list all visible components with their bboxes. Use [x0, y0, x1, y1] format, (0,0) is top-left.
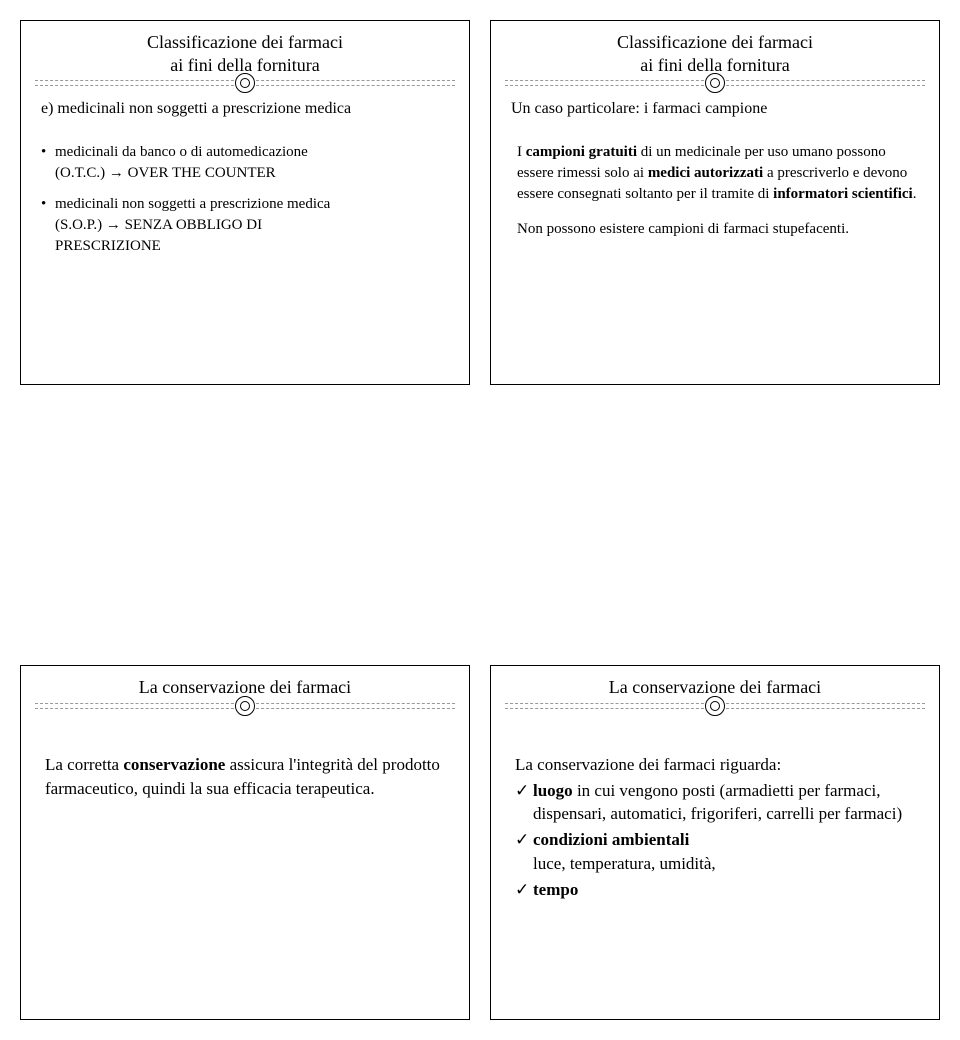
content-block: La conservazione dei farmaci riguarda: l…: [515, 753, 925, 902]
slide-top-right: Classificazione dei farmaci ai fini dell…: [490, 20, 940, 385]
bold-text: campioni gratuiti: [526, 144, 637, 160]
check-item: condizioni ambientali: [515, 828, 925, 852]
bold-text: conservazione: [123, 755, 225, 774]
item-text: (S.O.P.) → SENZA OBBLIGO DI: [55, 217, 262, 233]
slide-subtitle: Un caso particolare: i farmaci campione: [511, 100, 925, 118]
paragraph: I campioni gratuiti di un medicinale per…: [517, 142, 925, 205]
list-item: medicinali non soggetti a prescrizione m…: [41, 194, 455, 257]
bold-text: medici autorizzati: [648, 165, 763, 181]
check-item: tempo: [515, 878, 925, 902]
text: .: [913, 186, 917, 202]
bold-text: tempo: [533, 880, 578, 899]
title-divider: [505, 703, 925, 709]
item-text: PRESCRIZIONE: [55, 238, 161, 254]
intro-text: La conservazione dei farmaci riguarda:: [515, 755, 781, 774]
check-list: luogo in cui vengono posti (armadietti p…: [515, 779, 925, 852]
check-item: luogo in cui vengono posti (armadietti p…: [515, 779, 925, 827]
text: La corretta: [45, 755, 123, 774]
text: Non possono esistere campioni di farmaci…: [517, 221, 849, 237]
bold-text: informatori scientifici: [773, 186, 913, 202]
slide-top-left: Classificazione dei farmaci ai fini dell…: [20, 20, 470, 385]
paragraph: Non possono esistere campioni di farmaci…: [517, 219, 925, 240]
title-divider: [35, 703, 455, 709]
slide-subtitle: e) medicinali non soggetti a prescrizion…: [41, 100, 455, 118]
text: luce, temperatura, umidità,: [515, 852, 925, 876]
title-divider: [35, 80, 455, 86]
item-text: (O.T.C.) → OVER THE COUNTER: [55, 165, 276, 181]
text: I: [517, 144, 526, 160]
bold-text: condizioni ambientali: [533, 830, 689, 849]
title-divider: [505, 80, 925, 86]
list-item: medicinali da banco o di automedicazione…: [41, 142, 455, 184]
slide-title: Classificazione dei farmaci ai fini dell…: [505, 31, 925, 76]
text: in cui vengono posti (armadietti per far…: [533, 781, 902, 824]
bullet-list: medicinali da banco o di automedicazione…: [41, 142, 455, 257]
bold-text: luogo: [533, 781, 573, 800]
paragraph: La corretta conservazione assicura l'int…: [45, 753, 455, 801]
item-text: medicinali da banco o di automedicazione: [55, 144, 308, 160]
check-list: tempo: [515, 878, 925, 902]
slide-bottom-left: La conservazione dei farmaci La corretta…: [20, 665, 470, 1020]
slide-title: Classificazione dei farmaci ai fini dell…: [35, 31, 455, 76]
item-text: medicinali non soggetti a prescrizione m…: [55, 196, 330, 212]
slide-bottom-right: La conservazione dei farmaci La conserva…: [490, 665, 940, 1020]
